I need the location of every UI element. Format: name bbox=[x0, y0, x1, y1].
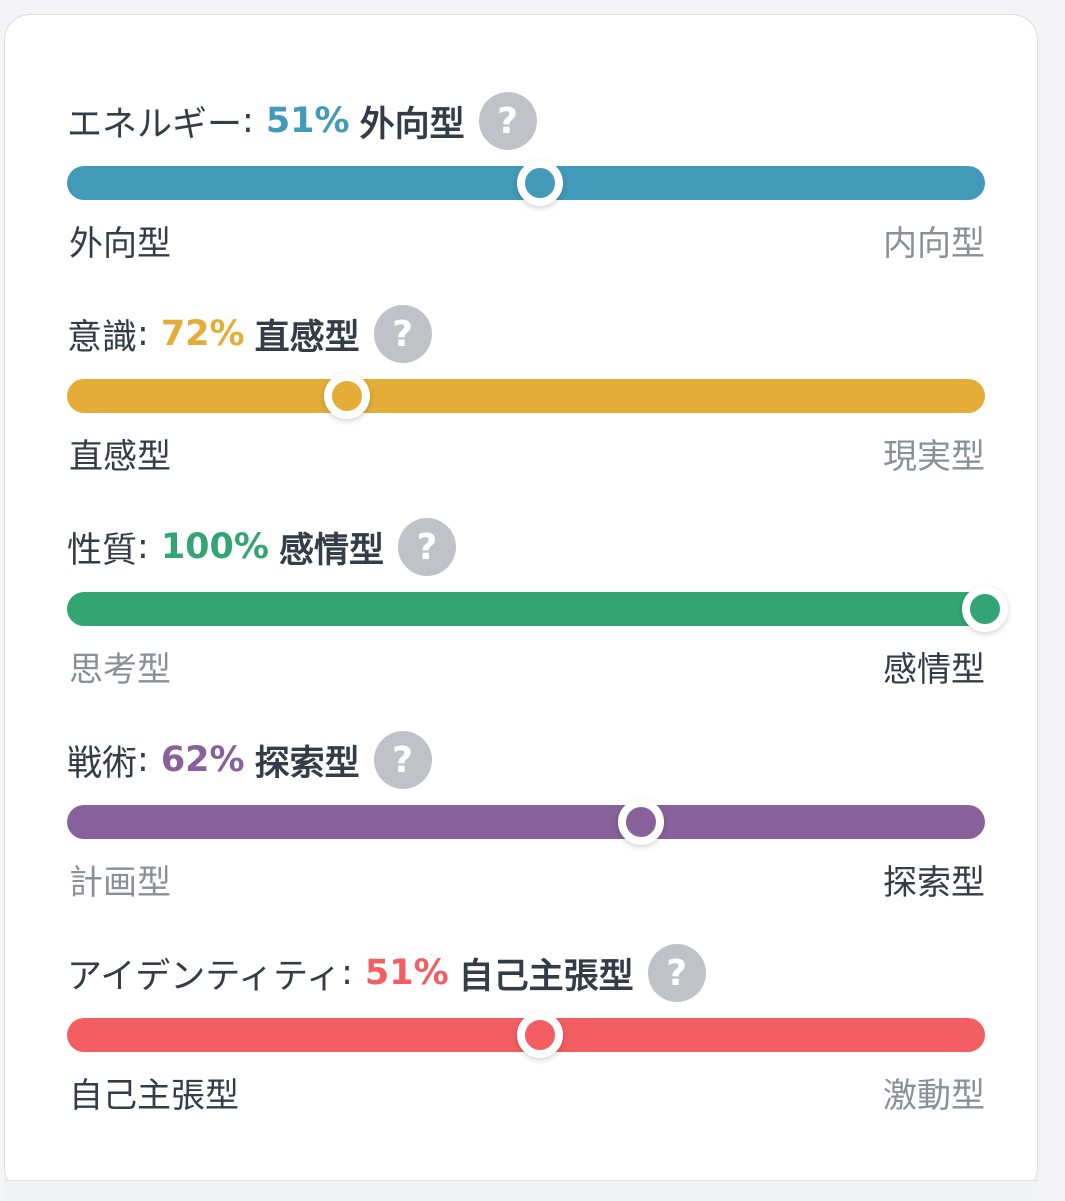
next-section-edge bbox=[4, 1180, 1038, 1201]
trait-label: 戦術 bbox=[67, 743, 138, 784]
help-icon[interactable]: ? bbox=[478, 92, 537, 150]
help-icon[interactable]: ? bbox=[373, 305, 432, 363]
trait-type: 外向型 bbox=[359, 104, 465, 145]
trait-label: 意識 bbox=[67, 317, 138, 358]
trait-identity: アイデンティティ : 51% 自己主張型 ? 自己主張型 激動型 bbox=[67, 943, 985, 1143]
trait-percent: 100% bbox=[160, 527, 269, 567]
trait-slider-track[interactable] bbox=[67, 160, 985, 206]
help-icon[interactable]: ? bbox=[397, 518, 456, 576]
trait-slider-thumb[interactable] bbox=[962, 586, 1008, 632]
trait-percent: 62% bbox=[160, 740, 245, 780]
trait-type: 感情型 bbox=[278, 530, 384, 571]
trait-tactics: 戦術 : 62% 探索型 ? 計画型 探索型 bbox=[67, 730, 985, 930]
trait-slider-thumb[interactable] bbox=[617, 799, 664, 845]
trait-right-pole: 探索型 bbox=[883, 863, 985, 903]
trait-separator: : bbox=[242, 101, 254, 141]
trait-slider-track[interactable] bbox=[67, 1012, 985, 1058]
trait-type: 自己主張型 bbox=[458, 956, 634, 997]
trait-mind: 意識 : 72% 直感型 ? 直感型 現実型 bbox=[67, 304, 985, 504]
trait-left-pole: 計画型 bbox=[69, 863, 171, 903]
trait-type: 直感型 bbox=[254, 317, 360, 358]
trait-left-pole: 自己主張型 bbox=[69, 1076, 239, 1116]
help-icon[interactable]: ? bbox=[373, 731, 432, 789]
trait-header: 性質 : 100% 感情型 ? bbox=[67, 517, 456, 577]
trait-right-pole: 現実型 bbox=[883, 437, 985, 477]
trait-header: 戦術 : 62% 探索型 ? bbox=[67, 730, 432, 790]
trait-nature: 性質 : 100% 感情型 ? 思考型 感情型 bbox=[67, 517, 1008, 717]
trait-slider-track[interactable] bbox=[67, 373, 985, 419]
trait-percent: 51% bbox=[364, 953, 449, 993]
trait-slider-thumb[interactable] bbox=[516, 160, 563, 206]
trait-right-pole: 内向型 bbox=[883, 224, 985, 264]
trait-slider-track[interactable] bbox=[67, 586, 1008, 632]
trait-left-pole: 思考型 bbox=[69, 650, 171, 690]
help-icon[interactable]: ? bbox=[647, 944, 706, 1002]
trait-right-pole: 感情型 bbox=[883, 650, 985, 690]
trait-slider-track[interactable] bbox=[67, 799, 985, 845]
trait-separator: : bbox=[137, 314, 149, 354]
trait-header: エネルギー : 51% 外向型 ? bbox=[67, 91, 537, 151]
personality-traits-card: エネルギー : 51% 外向型 ? 外向型 内向型 意識 : 72% 直感型 ?… bbox=[4, 14, 1038, 1194]
trait-energy: エネルギー : 51% 外向型 ? 外向型 内向型 bbox=[67, 91, 985, 291]
trait-percent: 72% bbox=[160, 314, 245, 354]
trait-slider-thumb[interactable] bbox=[516, 1012, 563, 1058]
trait-label: アイデンティティ bbox=[67, 956, 342, 997]
trait-separator: : bbox=[137, 527, 149, 567]
trait-percent: 51% bbox=[265, 101, 350, 141]
trait-right-pole: 激動型 bbox=[883, 1076, 985, 1116]
trait-left-pole: 外向型 bbox=[69, 224, 171, 264]
trait-label: エネルギー bbox=[67, 104, 243, 145]
trait-separator: : bbox=[341, 953, 353, 993]
trait-slider-thumb[interactable] bbox=[323, 373, 370, 419]
trait-type: 探索型 bbox=[254, 743, 360, 784]
trait-header: アイデンティティ : 51% 自己主張型 ? bbox=[67, 943, 706, 1003]
trait-separator: : bbox=[137, 740, 149, 780]
trait-left-pole: 直感型 bbox=[69, 437, 171, 477]
trait-label: 性質 bbox=[67, 530, 138, 571]
trait-header: 意識 : 72% 直感型 ? bbox=[67, 304, 432, 364]
